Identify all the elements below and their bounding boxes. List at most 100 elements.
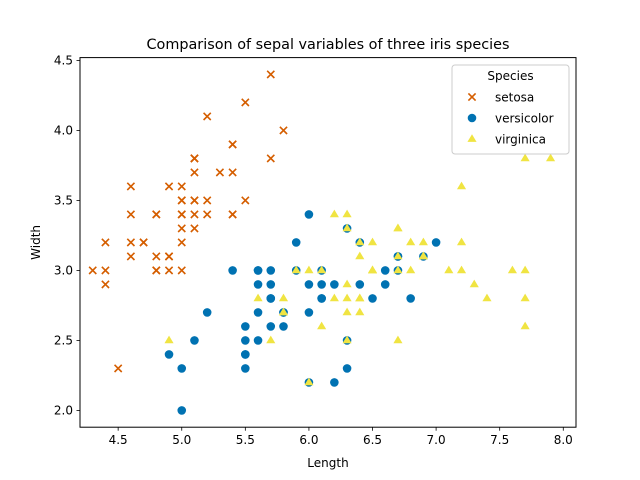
chart-title: Comparison of sepal variables of three i… [146, 37, 509, 53]
virginica-point [342, 307, 352, 316]
setosa-point [126, 182, 136, 191]
setosa-point [177, 182, 186, 191]
virginica-point [393, 251, 403, 260]
x-tick-label: 7.0 [427, 433, 446, 447]
virginica-point [367, 237, 378, 246]
legend-item-setosa: setosa [467, 90, 534, 104]
versicolor-point [177, 364, 187, 373]
versicolor-point [253, 336, 263, 345]
setosa-point [101, 280, 110, 289]
setosa-point [164, 266, 174, 275]
setosa-point [101, 266, 110, 275]
virginica-point [304, 265, 314, 274]
virginica-point [418, 251, 428, 260]
setosa-point [190, 168, 199, 177]
virginica-point [355, 251, 365, 260]
setosa-point [101, 238, 110, 247]
virginica-point [367, 265, 378, 274]
plot-frame [79, 57, 577, 428]
legend-marker-versicolor [467, 113, 477, 123]
virginica-point [342, 209, 352, 218]
setosa-point [203, 196, 212, 205]
setosa-point [126, 210, 136, 219]
x-axis-label: Length [307, 456, 348, 470]
x-tick-label: 7.5 [490, 433, 509, 447]
versicolor-point [368, 294, 377, 303]
versicolor-point [253, 266, 263, 275]
series-virginica [164, 153, 556, 386]
setosa-point [139, 238, 148, 247]
setosa-point [126, 252, 136, 261]
virginica-point [520, 293, 530, 302]
virginica-point [355, 293, 365, 302]
versicolor-point [253, 308, 263, 317]
y-axis-label: Width [29, 225, 43, 260]
versicolor-point [266, 294, 276, 303]
versicolor-point [253, 280, 263, 289]
versicolor-point [266, 280, 276, 289]
setosa-point [279, 126, 288, 135]
virginica-point [520, 153, 530, 162]
legend-label-versicolor: versicolor [495, 111, 554, 125]
data-marks [88, 70, 556, 415]
setosa-point [190, 154, 199, 163]
setosa-point [241, 98, 250, 107]
setosa-point [88, 266, 97, 275]
virginica-point [342, 335, 352, 344]
setosa-point [190, 210, 199, 219]
y-tick-label: 2.5 [54, 334, 73, 348]
setosa-point [177, 196, 186, 205]
virginica-point [342, 279, 352, 288]
virginica-point [393, 223, 403, 232]
y-axis: 2.0 2.5 3.0 3.5 4.0 4.5 [54, 54, 80, 418]
setosa-point [152, 252, 161, 261]
legend-item-virginica: virginica [467, 132, 546, 146]
virginica-point [164, 335, 174, 344]
virginica-point [456, 237, 467, 246]
versicolor-point [177, 406, 187, 415]
versicolor-point [241, 336, 250, 345]
versicolor-point [317, 280, 326, 289]
setosa-point [177, 210, 186, 219]
versicolor-point [380, 280, 390, 289]
setosa-point [215, 168, 225, 177]
versicolor-point [190, 336, 199, 345]
versicolor-point [241, 322, 250, 331]
virginica-point [406, 265, 416, 274]
legend-marker-setosa [467, 92, 477, 102]
versicolor-point [241, 350, 250, 359]
setosa-point [228, 210, 237, 219]
virginica-point [456, 265, 467, 274]
setosa-point [266, 70, 275, 79]
virginica-point [329, 209, 339, 218]
legend-items: setosa versicolor virginica [467, 90, 554, 146]
virginica-point [342, 293, 352, 302]
virginica-point [520, 321, 530, 330]
versicolor-point [266, 322, 276, 331]
virginica-point [418, 237, 428, 246]
x-tick-label: 4.5 [109, 433, 128, 447]
y-tick-label: 4.0 [54, 124, 73, 138]
versicolor-point [330, 280, 339, 289]
virginica-point [317, 321, 327, 330]
x-axis: 4.5 5.0 5.5 6.0 6.5 7.0 7.5 8.0 [109, 427, 573, 447]
y-tick-label: 3.5 [54, 194, 73, 208]
virginica-point [329, 293, 339, 302]
x-tick-label: 6.0 [299, 433, 318, 447]
setosa-point [241, 196, 250, 205]
setosa-point [228, 168, 237, 177]
setosa-point [113, 364, 123, 373]
setosa-point [228, 140, 237, 149]
virginica-point [291, 265, 301, 274]
legend-label-setosa: setosa [495, 90, 534, 104]
series-setosa [88, 70, 288, 373]
virginica-point [355, 237, 365, 246]
virginica-point [406, 237, 416, 246]
setosa-point [190, 196, 199, 205]
versicolor-point [431, 238, 441, 247]
virginica-point [444, 265, 454, 274]
virginica-point [520, 265, 530, 274]
virginica-point [266, 335, 276, 344]
